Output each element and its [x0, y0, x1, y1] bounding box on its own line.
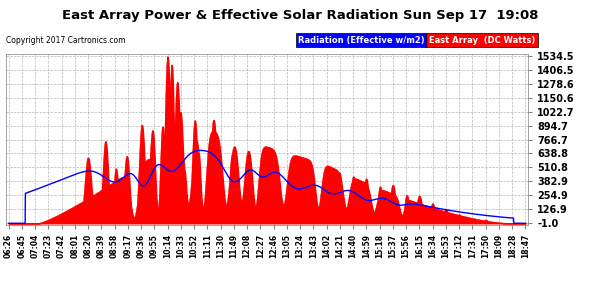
Text: Copyright 2017 Cartronics.com: Copyright 2017 Cartronics.com: [6, 36, 125, 45]
Text: East Array Power & Effective Solar Radiation Sun Sep 17  19:08: East Array Power & Effective Solar Radia…: [62, 9, 538, 22]
Text: Radiation (Effective w/m2): Radiation (Effective w/m2): [298, 36, 425, 45]
Text: East Array  (DC Watts): East Array (DC Watts): [429, 36, 535, 45]
